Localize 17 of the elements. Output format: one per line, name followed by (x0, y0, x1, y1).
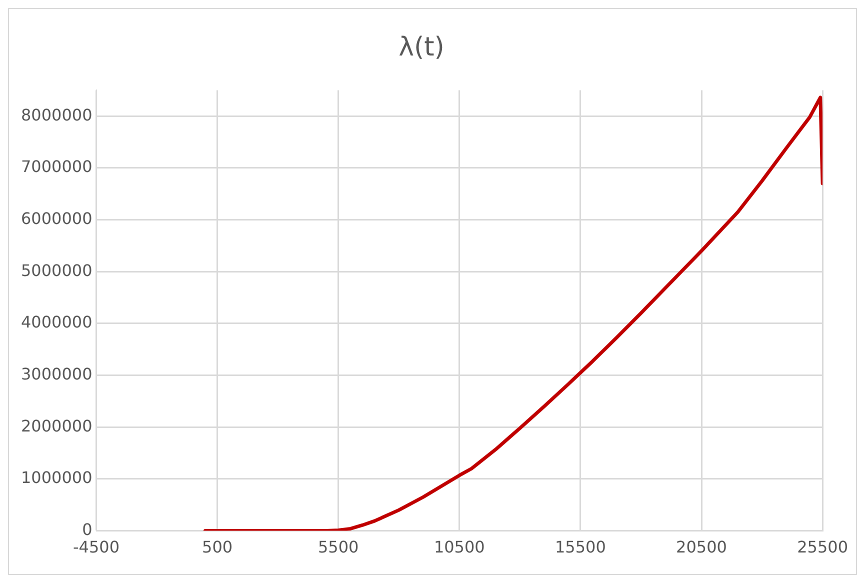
y-tick-label: 0 (82, 520, 92, 539)
y-tick-label: 7000000 (20, 157, 92, 176)
y-tick-label: 3000000 (20, 364, 92, 384)
y-tick-label: 5000000 (20, 260, 92, 280)
y-tick-label: 6000000 (20, 208, 92, 228)
x-tick-label: 25500 (797, 538, 848, 557)
x-tick-label: 5500 (318, 538, 359, 557)
y-tick-label: 4000000 (20, 312, 92, 332)
x-tick-label: 10500 (434, 538, 485, 557)
chart-title: λ(t) (398, 32, 444, 62)
y-tick-label: 8000000 (20, 105, 92, 124)
x-tick-label: 500 (202, 538, 233, 557)
x-tick-label: 15500 (555, 538, 606, 557)
x-tick-label: -4500 (73, 538, 120, 557)
y-tick-label: 1000000 (20, 468, 92, 488)
y-tick-label: 2000000 (20, 416, 92, 436)
x-tick-label: 20500 (676, 538, 727, 557)
